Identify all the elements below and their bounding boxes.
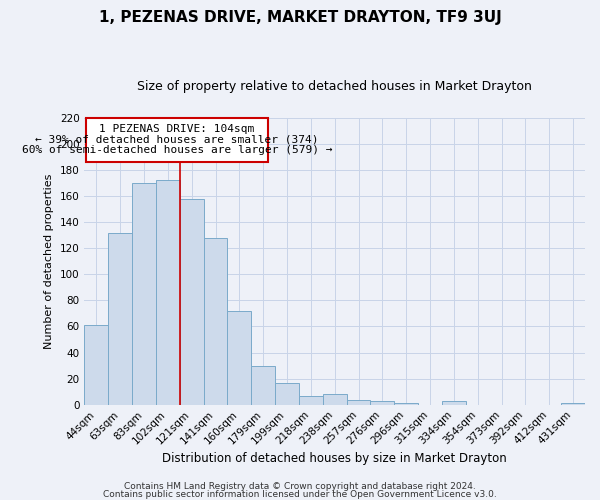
Text: Contains HM Land Registry data © Crown copyright and database right 2024.: Contains HM Land Registry data © Crown c… [124, 482, 476, 491]
Bar [203, 238, 227, 404]
Text: Contains public sector information licensed under the Open Government Licence v3: Contains public sector information licen… [103, 490, 497, 499]
Text: 60% of semi-detached houses are larger (579) →: 60% of semi-detached houses are larger (… [22, 145, 332, 155]
Text: ← 39% of detached houses are smaller (374): ← 39% of detached houses are smaller (37… [35, 134, 319, 144]
Bar [323, 394, 347, 404]
Bar [299, 396, 323, 404]
Text: 1, PEZENAS DRIVE, MARKET DRAYTON, TF9 3UJ: 1, PEZENAS DRIVE, MARKET DRAYTON, TF9 3U… [98, 10, 502, 25]
Bar [227, 311, 251, 404]
Title: Size of property relative to detached houses in Market Drayton: Size of property relative to detached ho… [137, 80, 532, 93]
Y-axis label: Number of detached properties: Number of detached properties [44, 174, 54, 349]
Bar [85, 325, 108, 404]
Bar [275, 382, 299, 404]
Text: 1 PEZENAS DRIVE: 104sqm: 1 PEZENAS DRIVE: 104sqm [99, 124, 254, 134]
Bar [156, 180, 180, 404]
Bar [370, 401, 394, 404]
Bar [86, 118, 268, 162]
Bar [132, 183, 156, 404]
Bar [442, 401, 466, 404]
Bar [251, 366, 275, 405]
Bar [180, 198, 203, 404]
Bar [347, 400, 370, 404]
Bar [108, 232, 132, 404]
X-axis label: Distribution of detached houses by size in Market Drayton: Distribution of detached houses by size … [163, 452, 507, 465]
